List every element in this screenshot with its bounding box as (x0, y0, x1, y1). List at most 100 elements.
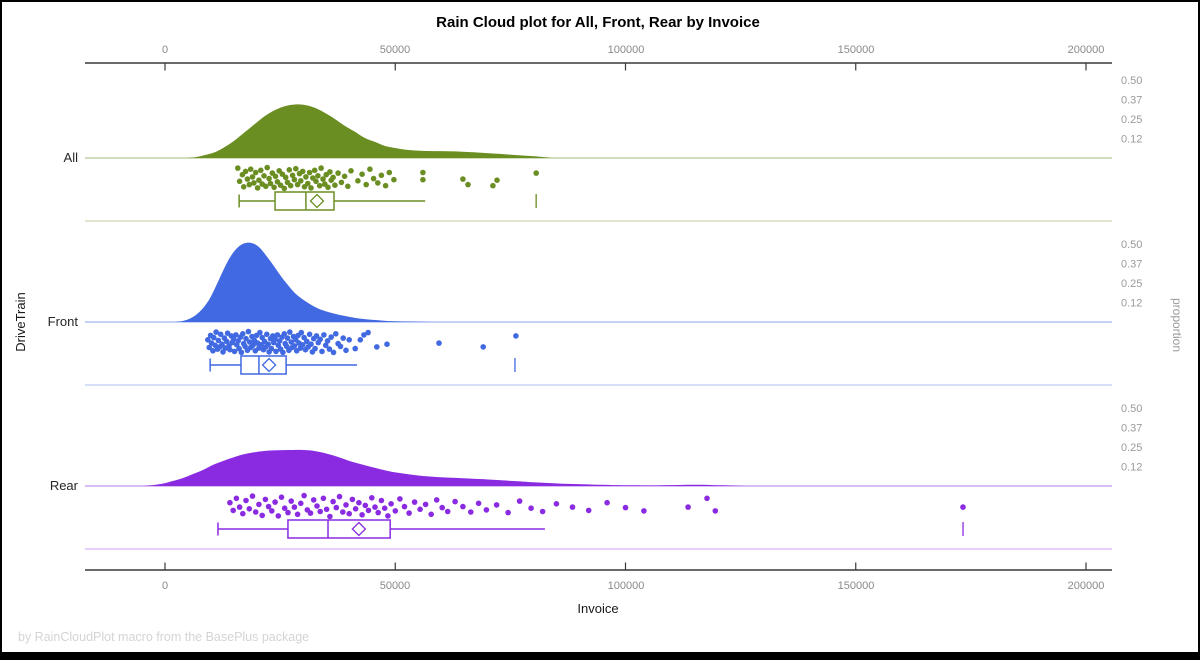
scatter-point (312, 345, 318, 352)
box-plot (238, 191, 537, 211)
scatter-point (340, 335, 347, 341)
scatter-point (311, 167, 318, 174)
scatter-point (310, 497, 317, 503)
scatter-point (282, 174, 289, 181)
scatter-point (382, 182, 389, 189)
scatter-point (288, 498, 295, 504)
scatter-point (247, 166, 254, 172)
scatter-point (401, 503, 408, 510)
scatter-point (316, 182, 323, 189)
scatter-point (287, 182, 294, 189)
footer-note: by RainCloudPlot macro from the BasePlus… (18, 630, 309, 644)
scatter-point (533, 170, 539, 176)
scatter-point (285, 509, 291, 516)
x-axis-top-tick-label: 200000 (1068, 44, 1105, 56)
scatter-point (333, 331, 339, 337)
scatter-point (258, 167, 264, 174)
x-axis-top-labels: 0 50000 100000 150000 200000 (162, 44, 1104, 56)
scatter-point (227, 499, 233, 506)
scatter-point (240, 331, 246, 337)
scatter-point (257, 329, 263, 336)
scatter-point (264, 164, 271, 171)
proportion-tick-label: 0.12 (1121, 298, 1142, 310)
scatter-point (490, 182, 496, 189)
scatter-point (291, 343, 298, 349)
scatter-point (320, 176, 326, 182)
scatter-point (249, 174, 256, 180)
scatter-point (262, 496, 269, 503)
scatter-point (641, 508, 647, 514)
x-axis-title: Invoice (577, 601, 618, 616)
scatter-point (375, 180, 381, 186)
proportion-labels-front: 0.50 0.37 0.25 0.12 (1121, 239, 1142, 310)
scatter-point (240, 510, 246, 517)
scatter-point (251, 180, 257, 186)
scatter-point (242, 168, 249, 175)
scatter-point (286, 167, 293, 173)
proportion-tick-label: 0.37 (1121, 259, 1142, 271)
scatter-point (349, 496, 356, 503)
scatter-point (219, 341, 225, 348)
scatter-point (275, 513, 282, 519)
axes-layer (85, 62, 1112, 571)
scatter-point (333, 504, 340, 511)
y-axis-title: DriveTrain (13, 292, 28, 351)
scatter-point (327, 513, 333, 520)
proportion-labels-all: 0.50 0.37 0.25 0.12 (1121, 75, 1142, 146)
scatter-point (230, 336, 237, 343)
scatter-point (231, 348, 238, 355)
proportion-tick-label: 0.37 (1121, 95, 1142, 107)
scatter-point (348, 168, 354, 174)
scatter-point (328, 334, 335, 340)
scatter-point (343, 502, 349, 508)
scatter-point (604, 499, 610, 506)
scatter-point (256, 501, 262, 508)
scatter-point (305, 180, 311, 187)
proportion-tick-label: 0.12 (1121, 462, 1142, 474)
scatter-point (468, 509, 474, 515)
scatter-point (386, 169, 393, 176)
scatter-point (346, 337, 353, 343)
scatter-point (287, 329, 293, 335)
plot-title: Rain Cloud plot for All, Front, Rear by … (436, 14, 760, 31)
scatter-point (317, 336, 324, 343)
x-axis-bottom-tick-label: 150000 (838, 580, 875, 592)
x-axis-bottom-tick-label: 200000 (1068, 580, 1105, 592)
scatter-point (317, 508, 324, 515)
category-label-all: All (64, 150, 79, 165)
scatter-point (235, 165, 241, 171)
scatter-point (505, 509, 511, 516)
scatter-point (265, 503, 272, 510)
scatter-point (460, 176, 466, 182)
scatter-point (384, 341, 390, 348)
scatter-point (420, 176, 426, 183)
scatter-point (585, 507, 592, 514)
scatter-point (301, 492, 307, 499)
scatter-point (265, 341, 272, 348)
x-axis-top-tick-label: 0 (162, 44, 168, 56)
scatter-point (281, 505, 288, 512)
scatter-point (365, 507, 372, 514)
scatter-point (306, 331, 313, 338)
scatter-point (294, 181, 301, 188)
scatter-point (428, 511, 435, 518)
scatter-point (318, 165, 324, 171)
density-area (142, 449, 746, 486)
proportion-tick-label: 0.37 (1121, 423, 1142, 435)
scatter-point (210, 348, 216, 354)
scatter-point (352, 506, 359, 512)
proportion-tick-label: 0.50 (1121, 403, 1142, 415)
scatter-point (250, 342, 256, 349)
scatter-point (422, 501, 429, 508)
scatter-point (236, 504, 243, 510)
x-axis-bottom-tick-label: 100000 (608, 580, 645, 592)
scatter-point (343, 347, 349, 354)
scatter-point (227, 346, 233, 353)
category-label-front: Front (48, 314, 79, 329)
scatter-point (273, 348, 279, 355)
scatter-point (314, 503, 320, 509)
box (287, 519, 391, 539)
scatter-point (278, 494, 285, 501)
scatter-point (362, 502, 369, 509)
scatter-point (460, 503, 466, 510)
